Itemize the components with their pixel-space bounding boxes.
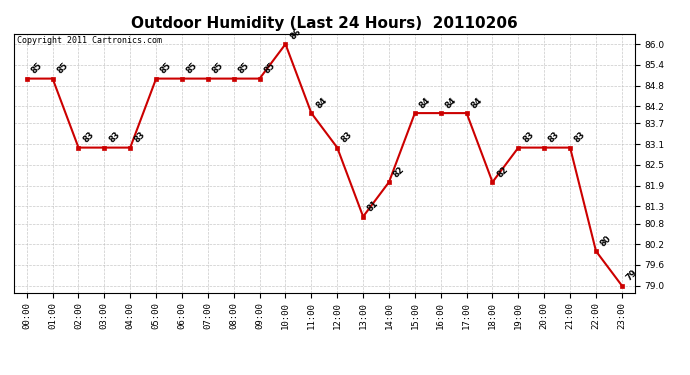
Title: Outdoor Humidity (Last 24 Hours)  20110206: Outdoor Humidity (Last 24 Hours) 2011020…	[131, 16, 518, 31]
Text: 84: 84	[469, 96, 484, 110]
Text: 83: 83	[573, 130, 587, 145]
Text: 84: 84	[417, 96, 432, 110]
Text: 80: 80	[599, 234, 613, 248]
Text: 82: 82	[495, 165, 510, 179]
Text: 81: 81	[366, 199, 380, 214]
Text: 83: 83	[340, 130, 355, 145]
Text: 83: 83	[107, 130, 121, 145]
Text: 85: 85	[30, 61, 44, 76]
Text: 85: 85	[185, 61, 199, 76]
Text: 86: 86	[288, 27, 303, 41]
Text: 82: 82	[392, 165, 406, 179]
Text: 85: 85	[55, 61, 70, 76]
Text: 85: 85	[210, 61, 225, 76]
Text: 83: 83	[521, 130, 535, 145]
Text: 83: 83	[81, 130, 96, 145]
Text: 83: 83	[547, 130, 562, 145]
Text: 85: 85	[237, 61, 251, 76]
Text: 84: 84	[314, 96, 328, 110]
Text: Copyright 2011 Cartronics.com: Copyright 2011 Cartronics.com	[17, 36, 162, 45]
Text: 79: 79	[624, 268, 639, 283]
Text: 83: 83	[133, 130, 148, 145]
Text: 85: 85	[262, 61, 277, 76]
Text: 84: 84	[444, 96, 458, 110]
Text: 85: 85	[159, 61, 173, 76]
